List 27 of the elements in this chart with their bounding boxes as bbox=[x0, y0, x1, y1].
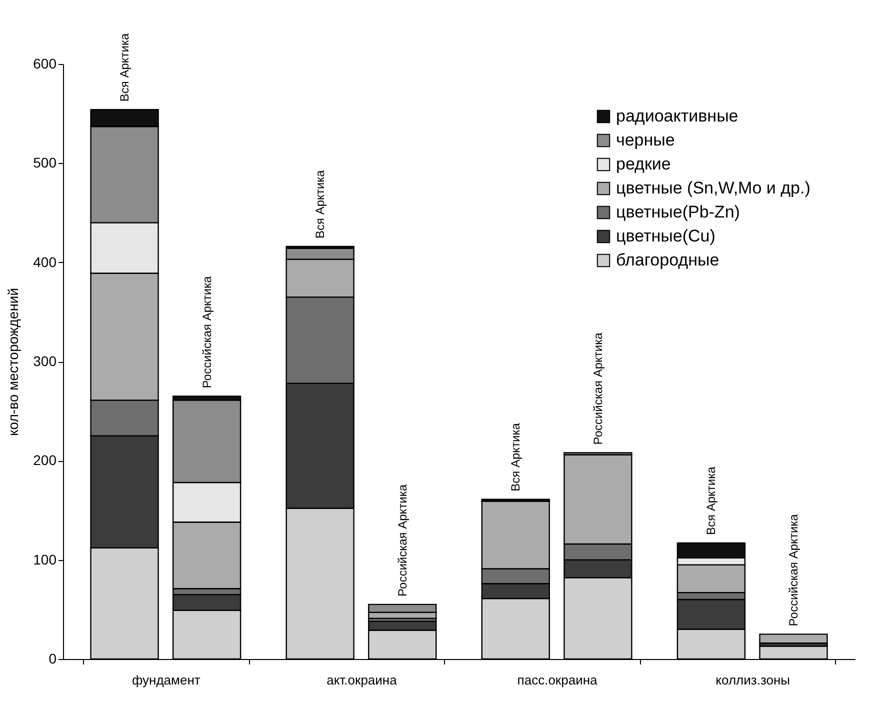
text: пасс.окраина bbox=[517, 672, 598, 688]
y-tick-label: 400 bbox=[33, 254, 57, 270]
x-tick-label: Российская Арктика bbox=[395, 484, 410, 596]
y-axis-title: кол-во месторождений bbox=[5, 288, 22, 436]
legend-label: радиоактивные bbox=[616, 106, 738, 126]
y-tick-label: 600 bbox=[33, 56, 57, 72]
y-tick-label: 100 bbox=[33, 551, 57, 568]
y-tick-label: 200 bbox=[33, 452, 57, 468]
legend-label: благородные bbox=[616, 250, 720, 270]
x-tick-label: Вся Арктика bbox=[313, 170, 328, 238]
x-tick-label: Вся Арктика bbox=[508, 422, 523, 492]
x-tick-label: Российская Арктика bbox=[590, 332, 605, 445]
text: акт.окраина bbox=[326, 672, 398, 688]
legend-label: цветные(Pb-Zn) bbox=[616, 202, 740, 222]
x-tick-label: Российская Арктика bbox=[200, 276, 214, 388]
x-tick-label: Российская Арктика bbox=[786, 514, 800, 626]
y-tick-label: 500 bbox=[33, 154, 57, 171]
legend-label: редкие bbox=[616, 154, 671, 174]
legend-label: цветные(Cu) bbox=[616, 226, 716, 246]
x-tick-label: Вся Арктика bbox=[118, 33, 132, 102]
text: коллиз.зоны bbox=[716, 672, 790, 688]
y-tick-label: 300 bbox=[33, 353, 57, 369]
legend-label: цветные (Sn,W,Mo и др.) bbox=[616, 178, 810, 198]
x-tick-label: Вся Арктика bbox=[704, 466, 718, 535]
text: фундамент bbox=[132, 672, 200, 688]
y-tick-label: 0 bbox=[48, 650, 57, 666]
legend-label: черные bbox=[616, 130, 675, 150]
